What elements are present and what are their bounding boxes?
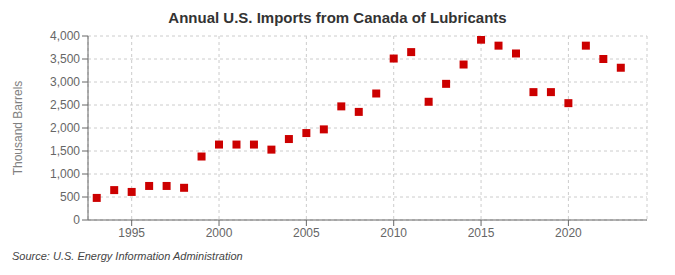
svg-text:1,000: 1,000 [50, 167, 80, 181]
svg-text:3,500: 3,500 [50, 52, 80, 66]
svg-text:2,000: 2,000 [50, 121, 80, 135]
svg-text:2005: 2005 [293, 226, 320, 240]
svg-text:3,000: 3,000 [50, 75, 80, 89]
svg-text:Thousand Barrels: Thousand Barrels [11, 81, 25, 176]
svg-text:4,000: 4,000 [50, 29, 80, 43]
svg-text:2015: 2015 [468, 226, 495, 240]
svg-text:1,500: 1,500 [50, 144, 80, 158]
svg-text:1995: 1995 [118, 226, 145, 240]
svg-text:2000: 2000 [206, 226, 233, 240]
html-text:Annual U.S. Imports from Canad: Annual U.S. Imports from Canada of Lubri… [168, 9, 507, 26]
html-text:Source: U.S. Energy Informatio: Source: U.S. Energy Information Administ… [12, 250, 243, 262]
svg-text:2010: 2010 [380, 226, 407, 240]
svg-text:0: 0 [73, 213, 80, 227]
svg-text:2020: 2020 [555, 226, 582, 240]
svg-text:500: 500 [60, 190, 80, 204]
svg-text:2,500: 2,500 [50, 98, 80, 112]
